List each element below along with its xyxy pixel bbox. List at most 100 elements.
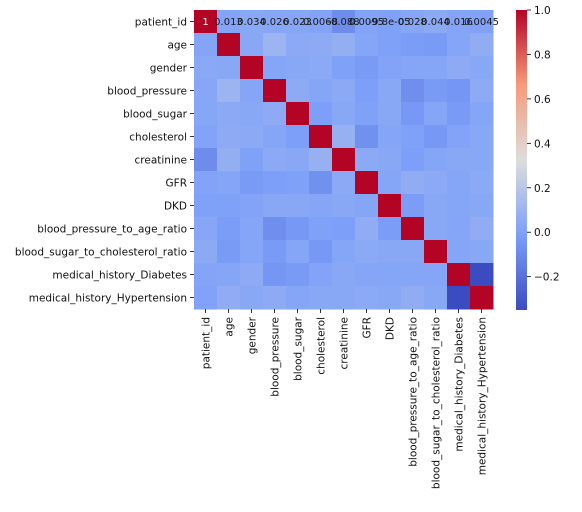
heatmap-cell bbox=[240, 56, 264, 80]
heatmap-cell bbox=[217, 286, 241, 310]
x-tick-label: gender bbox=[247, 316, 259, 354]
heatmap-cell bbox=[263, 171, 287, 195]
heatmap-cell bbox=[355, 148, 379, 172]
heatmap-cell bbox=[447, 79, 471, 103]
heatmap-cell bbox=[447, 125, 471, 149]
heatmap-cell bbox=[194, 171, 218, 195]
heatmap-cell bbox=[401, 217, 425, 241]
heatmap-cell bbox=[217, 10, 241, 34]
heatmap-cell bbox=[263, 125, 287, 149]
heatmap-cell bbox=[240, 125, 264, 149]
heatmap-cell bbox=[378, 79, 402, 103]
heatmap-cell bbox=[194, 194, 218, 218]
x-tick-label: creatinine bbox=[339, 317, 351, 369]
y-tick-label: blood_pressure bbox=[107, 86, 187, 98]
heatmap-cell bbox=[401, 148, 425, 172]
heatmap-cell bbox=[447, 33, 471, 57]
heatmap-cell bbox=[240, 79, 264, 103]
heatmap-cell bbox=[355, 194, 379, 218]
heatmap-cell bbox=[401, 286, 425, 310]
heatmap-cell bbox=[217, 171, 241, 195]
heatmap-cell bbox=[309, 217, 333, 241]
y-tick-label: blood_pressure_to_age_ratio bbox=[37, 224, 187, 236]
heatmap-cell bbox=[309, 194, 333, 218]
heatmap-cell bbox=[378, 125, 402, 149]
x-tick-label: DKD bbox=[385, 317, 397, 340]
heatmap-cell bbox=[355, 263, 379, 287]
heatmap-cell bbox=[470, 286, 494, 310]
heatmap-cell bbox=[332, 148, 356, 172]
heatmap-cell bbox=[286, 33, 310, 57]
heatmap-cell bbox=[378, 286, 402, 310]
heatmap-cell bbox=[424, 171, 448, 195]
heatmap-cell bbox=[447, 263, 471, 287]
heatmap-cell bbox=[378, 217, 402, 241]
heatmap-cell bbox=[263, 102, 287, 126]
heatmap-cell bbox=[378, 171, 402, 195]
colorbar-tick-label: 0.2 bbox=[534, 183, 551, 195]
x-tick-label: medical_history_Hypertension bbox=[477, 317, 489, 475]
heatmap-cell bbox=[424, 125, 448, 149]
heatmap-cell bbox=[470, 217, 494, 241]
heatmap-cell bbox=[194, 56, 218, 80]
x-tick-label: blood_pressure bbox=[270, 317, 282, 397]
heatmap-cell bbox=[194, 240, 218, 264]
heatmap-cell bbox=[194, 263, 218, 287]
heatmap-cell bbox=[470, 171, 494, 195]
cell-annotation: -0.088 bbox=[327, 17, 359, 28]
x-tick-label: cholesterol bbox=[316, 317, 328, 375]
heatmap-cell bbox=[217, 125, 241, 149]
heatmap-cell bbox=[355, 240, 379, 264]
heatmap-cell bbox=[286, 240, 310, 264]
heatmap-cell bbox=[217, 148, 241, 172]
heatmap-cell bbox=[355, 56, 379, 80]
cell-annotation: 0.016 bbox=[444, 17, 473, 28]
heatmap-cell bbox=[424, 217, 448, 241]
heatmap-cell bbox=[263, 240, 287, 264]
heatmap-cell bbox=[447, 194, 471, 218]
heatmap-cell bbox=[401, 102, 425, 126]
heatmap-cell bbox=[286, 171, 310, 195]
heatmap-cell bbox=[332, 194, 356, 218]
heatmap-cell bbox=[194, 33, 218, 57]
y-tick-label: patient_id bbox=[135, 17, 187, 29]
heatmap-cell bbox=[447, 171, 471, 195]
heatmap-cell bbox=[332, 125, 356, 149]
heatmap-cell bbox=[240, 286, 264, 310]
heatmap-cell bbox=[286, 79, 310, 103]
heatmap-cell bbox=[355, 102, 379, 126]
heatmap-cells bbox=[194, 10, 494, 310]
heatmap-cell bbox=[401, 125, 425, 149]
heatmap-cell bbox=[424, 194, 448, 218]
heatmap-cell bbox=[355, 217, 379, 241]
heatmap-cell bbox=[470, 56, 494, 80]
heatmap-cell bbox=[447, 240, 471, 264]
cell-annotation: 0.026 bbox=[260, 17, 289, 28]
heatmap-cell bbox=[424, 79, 448, 103]
heatmap-cell bbox=[332, 263, 356, 287]
heatmap-cell bbox=[447, 217, 471, 241]
heatmap-cell bbox=[378, 10, 402, 34]
cell-annotation: 1 bbox=[202, 17, 208, 28]
heatmap-cell bbox=[401, 10, 425, 34]
heatmap-cell bbox=[378, 263, 402, 287]
heatmap-cell bbox=[263, 194, 287, 218]
heatmap-cell bbox=[194, 286, 218, 310]
x-tick-label: blood_pressure_to_age_ratio bbox=[408, 317, 420, 467]
heatmap-cell bbox=[194, 10, 218, 34]
y-tick-label: cholesterol bbox=[129, 132, 187, 144]
heatmap-cell bbox=[263, 56, 287, 80]
heatmap-cell bbox=[309, 33, 333, 57]
colorbar-tick-label: 0.4 bbox=[534, 138, 551, 150]
heatmap-cell bbox=[309, 56, 333, 80]
heatmap-cell bbox=[470, 240, 494, 264]
heatmap-cell bbox=[424, 286, 448, 310]
heatmap-cell bbox=[355, 10, 379, 34]
y-tick-label: blood_sugar bbox=[123, 109, 188, 121]
cell-annotation: 0.034 bbox=[237, 17, 266, 28]
x-tick-label: GFR bbox=[362, 317, 374, 338]
heatmap-cell bbox=[240, 148, 264, 172]
heatmap-cell bbox=[217, 79, 241, 103]
heatmap-cell bbox=[332, 102, 356, 126]
heatmap-cell bbox=[378, 240, 402, 264]
